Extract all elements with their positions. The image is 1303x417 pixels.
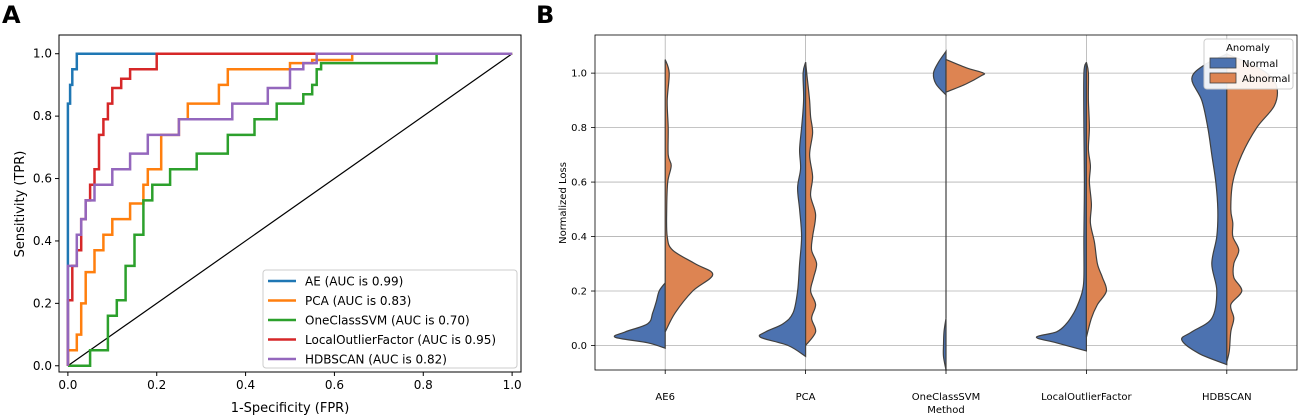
violin-normal-oneclasssvm (932, 49, 947, 97)
roc-legend-box (262, 269, 518, 369)
violin-y-tick-label: 0.8 (571, 123, 587, 134)
violin-abnormal-pca (805, 62, 818, 348)
violin-y-tick-label: 0.6 (571, 178, 587, 189)
roc-y-tick-label: 0.2 (33, 296, 52, 310)
roc-legend: AE (AUC is 0.99) PCA (AUC is 0.83) OneClas… (262, 269, 518, 369)
roc-y-tick-label: 0.0 (33, 359, 52, 373)
roc-legend-entry: HDBSCAN (AUC is 0.82) (305, 353, 447, 367)
panel-a-label: A (2, 1, 21, 29)
roc-legend-entry: LocalOutlierFactor (AUC is 0.95) (305, 333, 496, 347)
violin-y-tick-label: 1.0 (571, 69, 587, 80)
roc-y-tick-label: 0.8 (33, 109, 52, 123)
roc-line-hdbscan (66, 52, 513, 366)
roc-chance-line (67, 53, 513, 367)
violin-x-tick-label: OneClassSVM (912, 392, 981, 403)
roc-legend-entry: PCA (AUC is 0.83) (305, 294, 411, 308)
roc-line-ae (66, 52, 513, 366)
violin-x-axis-label: Method (927, 405, 965, 416)
violin-normal-localoutlierfactor (1035, 62, 1087, 352)
roc-y-tick-label: 0.6 (33, 172, 52, 186)
roc-series-group (66, 52, 513, 368)
roc-x-tick-label: 0.4 (236, 378, 255, 392)
violin-normal-ae6 (613, 280, 666, 350)
violin-abnormal-hdbscan (1226, 53, 1279, 362)
roc-x-tick-label: 1.0 (503, 378, 522, 392)
violin-x-tick-label: PCA (796, 392, 816, 403)
roc-x-tick-label: 0.6 (325, 378, 344, 392)
violin-normal-pca (758, 62, 807, 358)
roc-legend-entry: OneClassSVM (AUC is 0.70) (305, 314, 470, 328)
violin-plot: 0.0 0.2 0.4 0.6 0.8 1.0 AE6 PCA OneClassSVM Local… (571, 35, 1297, 403)
violin-abnormal-oneclasssvm (945, 58, 986, 94)
violin-abnormal-localoutlierfactor (1085, 62, 1108, 338)
violin-legend-entry: Abnormal (1242, 74, 1290, 85)
violin-legend-swatch (1209, 72, 1237, 84)
roc-x-tick-label: 0.2 (147, 378, 166, 392)
roc-axes-frame (58, 34, 522, 373)
roc-x-tick-label: 0.0 (58, 378, 77, 392)
panel-b-label: B (536, 1, 554, 29)
violin-abnormal-ae6 (664, 59, 714, 333)
violin-legend: Anomaly Normal Abnormal (1203, 38, 1294, 90)
roc-x-axis-label: 1-Specificity (FPR) (231, 401, 350, 416)
violin-normal-hdbscan (1181, 53, 1228, 366)
violin-y-tick-label: 0.4 (571, 232, 587, 243)
violin-x-tick-label: HDBSCAN (1202, 392, 1252, 403)
roc-legend-entry: AE (AUC is 0.99) (305, 275, 403, 289)
violin-axes-frame (594, 34, 1298, 371)
violin-y-tick-label: 0.0 (571, 341, 587, 352)
violin-y-axis-label: Normalized Loss (558, 162, 569, 244)
violin-legend-swatch (1209, 57, 1237, 69)
violin-x-tick-label: LocalOutlierFactor (1041, 392, 1132, 403)
roc-y-tick-label: 1.0 (33, 47, 52, 61)
roc-plot: 0.0 0.2 0.4 0.6 0.8 1.0 0.0 0.2 0.4 0.6 0.8 1.0 (33, 47, 522, 392)
roc-y-axis-label: Sensitivity (TPR) (13, 151, 28, 258)
violin-y-tick-label: 0.2 (571, 287, 587, 298)
violin-normal-oneclasssvm (942, 318, 947, 371)
violin-legend-entry: Normal (1242, 59, 1278, 70)
roc-y-tick-label: 0.4 (33, 234, 52, 248)
roc-line-oneclasssvm (67, 52, 513, 368)
violin-legend-title: Anomaly (1226, 43, 1270, 54)
violin-x-tick-label: AE6 (655, 392, 675, 403)
roc-x-tick-label: 0.8 (414, 378, 433, 392)
